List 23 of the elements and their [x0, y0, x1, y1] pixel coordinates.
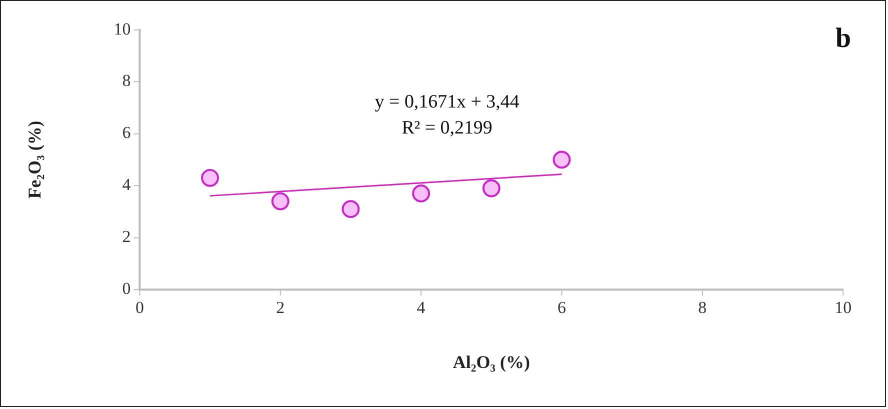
- x-tick-label: 8: [698, 298, 707, 318]
- annotation: y = 0,1671x + 3,44: [374, 92, 520, 113]
- annotation: b: [836, 23, 852, 54]
- point: [201, 168, 220, 187]
- point: [342, 200, 360, 218]
- x-tick-label: 6: [557, 298, 566, 318]
- y-tick-label: 4: [122, 175, 132, 194]
- point: [482, 179, 500, 198]
- point: [552, 150, 571, 169]
- x-tick-label: 4: [416, 298, 426, 318]
- y-tick-label: 8: [122, 71, 131, 90]
- y-tick-label: 6: [122, 123, 131, 142]
- y-axis-title: Fe₂O₃ (%): [24, 120, 44, 199]
- y-tick-label: 2: [122, 227, 131, 246]
- x-axis-title: Al₂O₃ (%): [452, 352, 530, 372]
- y-tick-label: 0: [122, 279, 131, 298]
- annotation: R² = 0,2199: [402, 118, 492, 139]
- point: [271, 192, 290, 210]
- x-tick-label: 10: [834, 298, 852, 318]
- point: [412, 184, 430, 202]
- x-tick-label: 0: [135, 298, 144, 318]
- y-tick-label: 10: [114, 19, 131, 38]
- x-tick-label: 2: [276, 298, 285, 318]
